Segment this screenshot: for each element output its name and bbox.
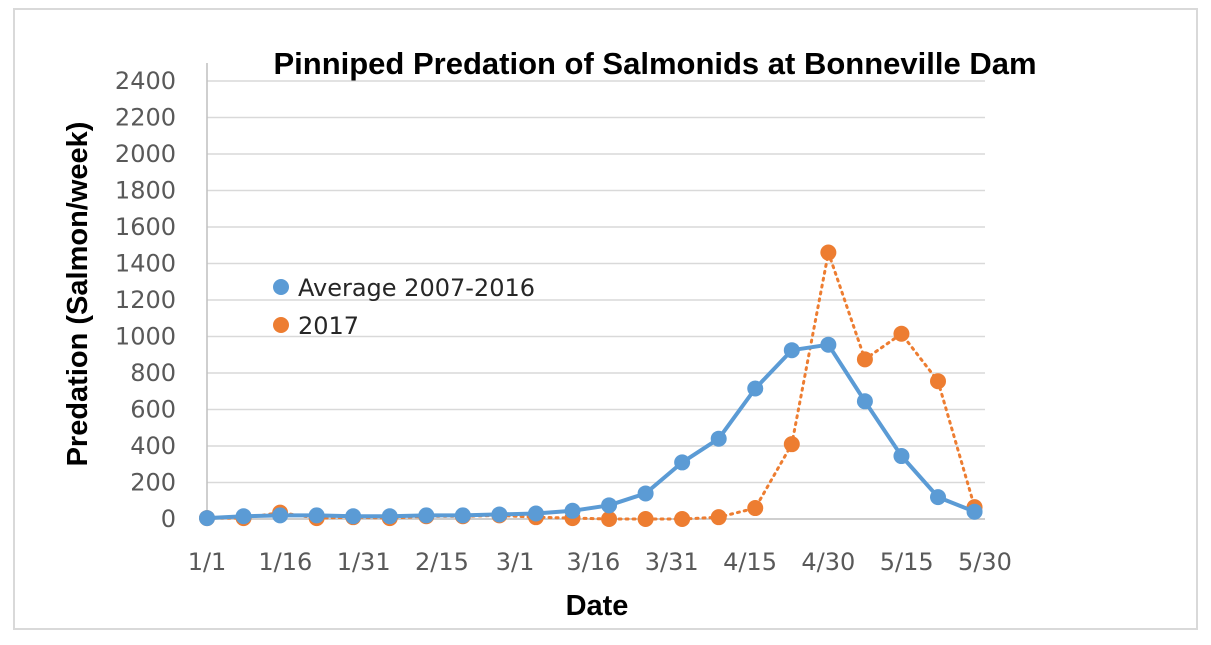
- y-tick-label: 200: [130, 469, 176, 497]
- data-point: [308, 507, 325, 524]
- x-axis-title: Date: [566, 590, 629, 622]
- x-tick-label: 2/15: [415, 548, 469, 576]
- legend-label-2017: 2017: [298, 312, 359, 340]
- x-tick-label: 5/15: [880, 548, 934, 576]
- chart-frame: [13, 8, 1198, 630]
- data-point: [820, 336, 837, 353]
- x-tick-label: 5/30: [958, 548, 1012, 576]
- data-point: [856, 393, 873, 410]
- data-point: [345, 508, 362, 525]
- series-line: [206, 342, 976, 521]
- data-point: [856, 351, 873, 368]
- y-tick-label: 1800: [115, 177, 176, 205]
- series: [199, 244, 983, 527]
- y-tick-label: 1000: [115, 323, 176, 351]
- y-tick-label: 600: [130, 396, 176, 424]
- data-point: [199, 510, 215, 527]
- y-tick-label: 800: [130, 359, 176, 387]
- x-tick-label: 3/16: [566, 548, 620, 576]
- data-point: [747, 500, 764, 517]
- data-point: [893, 325, 910, 342]
- data-point: [783, 342, 800, 359]
- data-point: [820, 244, 837, 261]
- series-average-2007-2016: [199, 336, 983, 527]
- y-tick-labels: 0 200 400 600 800 1000 1200 1400 1600 1800 2000 220…: [115, 67, 176, 533]
- y-tick-label: 1200: [115, 286, 176, 314]
- data-point: [491, 506, 508, 523]
- x-tick-label: 1/1: [188, 548, 227, 576]
- data-point: [747, 380, 764, 397]
- data-point: [601, 511, 618, 527]
- data-point: [601, 497, 618, 514]
- y-tick-label: 2400: [115, 67, 176, 95]
- data-point: [235, 508, 252, 525]
- axes: [206, 63, 985, 520]
- legend-marker-2017: [273, 317, 289, 333]
- data-point: [674, 511, 691, 527]
- y-tick-label: 400: [130, 432, 176, 460]
- data-point: [381, 508, 398, 525]
- data-point: [454, 507, 471, 524]
- y-tick-label: 0: [161, 505, 176, 533]
- x-tick-label: 1/16: [258, 548, 312, 576]
- legend-label-average: Average 2007-2016: [298, 274, 535, 302]
- data-point: [564, 502, 581, 519]
- data-point: [893, 448, 910, 465]
- data-point: [710, 509, 727, 526]
- data-point: [637, 485, 654, 502]
- data-point: [418, 507, 435, 524]
- data-point: [710, 430, 727, 447]
- x-tick-label: 4/15: [723, 548, 777, 576]
- data-point: [966, 503, 983, 520]
- gridlines: [207, 80, 985, 484]
- y-tick-label: 2200: [115, 104, 176, 132]
- y-tick-label: 1400: [115, 250, 176, 278]
- data-point: [783, 436, 800, 453]
- data-point: [527, 505, 544, 522]
- y-axis-title: Predation (Salmon/week): [62, 122, 94, 467]
- y-tick-label: 1600: [115, 213, 176, 241]
- data-point: [674, 454, 691, 471]
- x-tick-label: 3/1: [496, 548, 535, 576]
- data-point: [272, 507, 289, 524]
- legend-marker-average: [273, 279, 289, 295]
- legend: Average 2007-2016 2017: [273, 274, 535, 340]
- x-tick-label: 4/30: [801, 548, 855, 576]
- chart-title: Pinniped Predation of Salmonids at Bonne…: [273, 46, 1036, 81]
- data-point: [930, 373, 947, 390]
- data-point: [930, 489, 947, 506]
- x-tick-labels: 1/1 1/16 1/31 2/15 3/1 3/16 3/31 4/15 4/30 5/15 5/…: [188, 548, 1012, 576]
- x-tick-label: 1/31: [337, 548, 391, 576]
- x-tick-label: 3/31: [645, 548, 699, 576]
- y-tick-label: 2000: [115, 140, 176, 168]
- data-point: [637, 511, 654, 527]
